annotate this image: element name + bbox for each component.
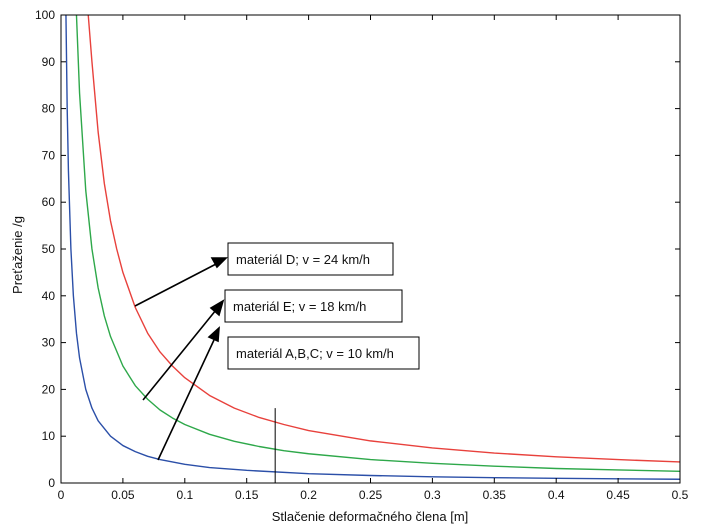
series-layer (65, 14, 681, 480)
x-axis-title: Stlačenie deformačného člena [m] (272, 509, 469, 524)
arrow-e-line (142, 309, 217, 401)
y-tick-label: 60 (42, 195, 56, 209)
x-tick-label: 0.2 (300, 488, 317, 502)
annotation-arrows (134, 257, 228, 461)
x-tick-label: 0.35 (483, 488, 507, 502)
arrow-d-head (210, 257, 228, 269)
annotation-abc: materiál A,B,C; v = 10 km/h (227, 336, 420, 370)
annotation-abc-box (227, 336, 420, 370)
y-axis-title: Preťaženie /g (10, 216, 25, 294)
annotation-e: materiál E; v = 18 km/h (224, 289, 403, 323)
arrow-abc-line (157, 339, 215, 461)
y-tick-label: 80 (42, 102, 56, 116)
y-tick-label: 90 (42, 55, 56, 69)
x-tick-label: 0 (58, 488, 65, 502)
y-tick-label: 30 (42, 336, 56, 350)
y-tick-label: 70 (42, 148, 56, 162)
y-tick-label: 20 (42, 382, 56, 396)
annotation-abc-text: materiál A,B,C; v = 10 km/h (236, 346, 394, 361)
annotation-d-box (227, 242, 394, 276)
y-tick-label: 10 (42, 429, 56, 443)
arrow-d-line (134, 262, 219, 307)
arrow-e-head (209, 299, 225, 317)
x-tick-label: 0.15 (235, 488, 259, 502)
series-line-2 (65, 14, 681, 480)
series-line-1 (75, 14, 681, 472)
annotation-e-box (224, 289, 403, 323)
arrow-abc-head (207, 326, 220, 343)
x-tick-label: 0.3 (424, 488, 441, 502)
x-tick-label: 0.45 (606, 488, 630, 502)
y-tick-label: 40 (42, 289, 56, 303)
y-tick-label: 100 (35, 8, 55, 22)
x-tick-label: 0.25 (359, 488, 383, 502)
x-tick-label: 0.1 (176, 488, 193, 502)
x-tick-label: 0.4 (548, 488, 565, 502)
x-tick-label: 0.5 (672, 488, 689, 502)
annotation-d-text: materiál D; v = 24 km/h (236, 252, 370, 267)
x-axis-ticks: 0 0.05 0.1 0.15 0.2 0.25 0.3 0.35 0.4 0.45 0.5 (58, 15, 689, 502)
y-tick-label: 0 (48, 476, 55, 490)
x-tick-label: 0.05 (111, 488, 135, 502)
y-axis-ticks: 0 10 20 30 40 50 60 70 80 90 100 (35, 8, 680, 490)
y-tick-label: 50 (42, 242, 56, 256)
annotation-e-text: materiál E; v = 18 km/h (233, 299, 366, 314)
series-line-0 (87, 14, 681, 463)
annotation-d: materiál D; v = 24 km/h (227, 242, 394, 276)
